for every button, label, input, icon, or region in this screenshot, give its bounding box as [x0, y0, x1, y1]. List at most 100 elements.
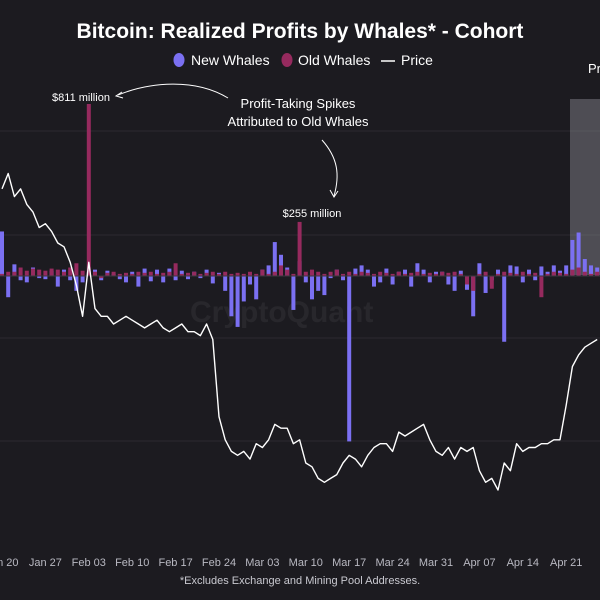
x-tick-label: Feb 24	[202, 557, 236, 569]
arrow-to-peak-2	[321, 139, 338, 197]
bar-new-whales	[589, 265, 593, 276]
bar-new-whales	[378, 276, 383, 283]
bar-old-whales	[31, 268, 35, 276]
bar-old-whales	[427, 272, 432, 276]
bar-new-whales	[235, 276, 240, 327]
bar-old-whales	[508, 272, 513, 276]
bar-new-whales	[359, 265, 364, 276]
legend-swatch-old-whales	[281, 53, 293, 67]
bar-new-whales	[117, 276, 122, 280]
old-whales-bars	[0, 104, 600, 298]
bar-new-whales	[68, 276, 73, 281]
bar-old-whales	[142, 272, 147, 276]
bar-new-whales	[483, 276, 488, 293]
bar-new-whales	[582, 259, 587, 276]
bar-new-whales	[18, 276, 23, 281]
bar-old-whales	[217, 273, 221, 276]
bar-new-whales	[241, 276, 246, 302]
legend-item-new-whales[interactable]: New Whales	[173, 52, 270, 68]
bar-old-whales	[18, 267, 23, 276]
bar-new-whales	[55, 276, 60, 287]
bar-old-whales	[204, 272, 209, 276]
bar-old-whales	[124, 272, 128, 276]
bar-old-whales	[471, 276, 476, 291]
peak-2-label: $255 million	[283, 208, 342, 220]
bar-old-whales	[514, 273, 519, 276]
bar-new-whales	[502, 276, 507, 342]
bar-new-whales	[341, 276, 345, 281]
bar-old-whales	[322, 273, 327, 276]
bar-new-whales	[24, 276, 29, 283]
bar-old-whales	[545, 273, 550, 276]
bar-new-whales	[142, 268, 147, 276]
bar-old-whales	[396, 271, 401, 276]
legend-item-price[interactable]: Price	[381, 52, 433, 68]
x-tick-label: Mar 03	[245, 557, 279, 569]
bar-new-whales	[390, 276, 395, 285]
bar-old-whales	[359, 271, 364, 276]
x-tick-label: Mar 24	[375, 557, 409, 569]
bar-new-whales	[173, 276, 178, 281]
bar-new-whales	[229, 276, 234, 317]
x-tick-label: Feb 03	[72, 557, 106, 569]
bar-new-whales	[403, 269, 407, 276]
bar-new-whales	[136, 276, 141, 287]
bar-old-whales	[477, 273, 482, 276]
bar-new-whales	[43, 276, 48, 280]
bar-new-whales	[161, 276, 166, 283]
x-tick-label: Mar 17	[332, 557, 366, 569]
bar-old-whales	[390, 273, 395, 276]
bar-new-whales	[179, 270, 184, 276]
legend-item-old-whales[interactable]: Old Whales	[281, 52, 371, 68]
bar-old-whales	[502, 271, 507, 276]
bar-new-whales	[477, 263, 482, 276]
bar-old-whales	[365, 272, 370, 276]
bar-new-whales	[272, 242, 277, 276]
bar-old-whales	[24, 270, 29, 276]
bar-old-whales	[496, 273, 500, 276]
bar-old-whales	[86, 104, 91, 276]
arrow-head-1	[114, 91, 124, 99]
bar-old-whales	[229, 273, 234, 276]
bar-new-whales	[539, 266, 544, 276]
bar-new-whales	[508, 265, 513, 276]
bar-old-whales	[582, 271, 587, 276]
arrow-head-2	[329, 189, 339, 198]
bar-old-whales	[136, 271, 141, 276]
bar-old-whales	[186, 272, 190, 276]
bar-old-whales	[458, 273, 463, 276]
bar-new-whales	[384, 268, 389, 276]
bar-new-whales	[527, 269, 531, 276]
bar-old-whales	[179, 273, 184, 276]
bar-old-whales	[341, 273, 345, 276]
bar-old-whales	[62, 271, 66, 276]
bar-new-whales	[248, 276, 252, 285]
arrow-to-peak-1	[117, 83, 229, 99]
callout-line-2: Attributed to Old Whales	[228, 114, 369, 129]
chart-title: Bitcoin: Realized Profits by Whales* - C…	[77, 20, 524, 43]
bar-old-whales	[223, 271, 228, 276]
x-tick-label: Feb 10	[115, 557, 149, 569]
bar-new-whales	[6, 276, 11, 298]
bar-new-whales	[254, 276, 259, 300]
bar-old-whales	[241, 273, 246, 276]
bar-old-whales	[558, 272, 562, 276]
bar-new-whales	[316, 276, 321, 291]
bar-old-whales	[595, 271, 600, 276]
bar-new-whales	[496, 269, 500, 276]
bar-new-whales	[415, 263, 420, 276]
bar-old-whales	[576, 267, 581, 276]
bar-old-whales	[155, 273, 159, 276]
bar-new-whales	[12, 264, 17, 276]
bar-new-whales	[446, 276, 451, 285]
footnote: *Excludes Exchange and Mining Pool Addre…	[180, 575, 420, 587]
bar-old-whales	[564, 273, 569, 276]
legend-label-old-whales: Old Whales	[298, 52, 370, 68]
x-tick-label: Jan 20	[0, 557, 19, 569]
bar-old-whales	[551, 271, 556, 276]
bar-old-whales	[93, 271, 97, 276]
x-tick-label: Apr 14	[507, 557, 539, 569]
bar-new-whales	[520, 276, 525, 283]
bar-old-whales	[105, 272, 110, 276]
